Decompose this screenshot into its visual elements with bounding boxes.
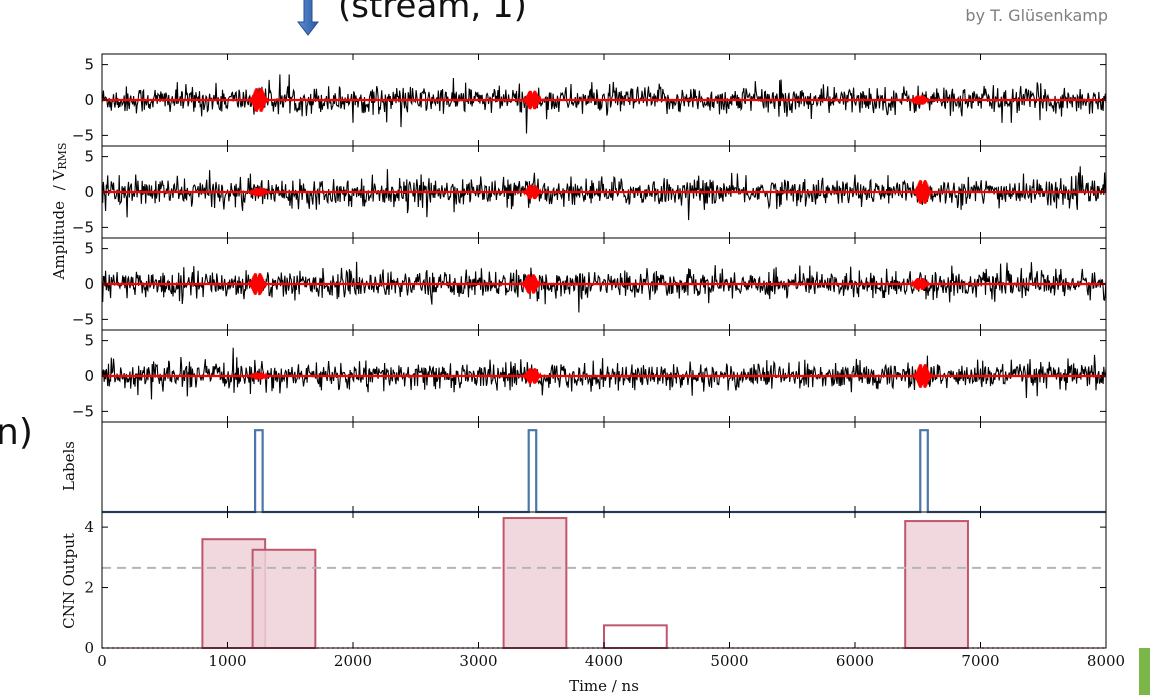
x-tick-label: 3000 (459, 652, 497, 670)
y-tick-label: 5 (84, 148, 94, 166)
x-tick-label: 4000 (585, 652, 623, 670)
down-arrow-icon (297, 0, 319, 36)
labels-panel (101, 421, 1107, 514)
y-tick-label: −5 (72, 310, 94, 328)
noise-trace (101, 347, 1107, 400)
y-tick-label: 5 (84, 56, 94, 74)
y-tick-label: 0 (84, 367, 94, 385)
x-tick-label: 0 (97, 652, 107, 670)
x-tick-label: 7000 (961, 652, 999, 670)
x-tick-label: 5000 (710, 652, 748, 670)
panel-frame (101, 421, 1107, 513)
y-tick-label: 4 (84, 518, 94, 536)
time-axis-label: Time / ns (569, 677, 639, 695)
x-tick-label: 1000 (208, 652, 246, 670)
cnn-box (502, 517, 568, 649)
amplitude-axis-label: Amplitude / VRMS (50, 143, 69, 281)
noise-trace (101, 261, 1107, 313)
noise-trace (101, 74, 1107, 134)
y-tick-label: −5 (72, 402, 94, 420)
y-tick-label: 2 (84, 579, 94, 597)
author-credit: by T. Glüsenkamp (965, 6, 1108, 25)
x-tick-label: 6000 (836, 652, 874, 670)
y-tick-label: −5 (72, 126, 94, 144)
y-tick-label: 5 (84, 240, 94, 258)
signal-trace (102, 180, 1106, 204)
y-tick-label: 0 (84, 275, 94, 293)
waveform-panel-2: 5 0 −5 (72, 145, 1107, 239)
signal-trace (102, 364, 1106, 388)
y-tick-label: 5 (84, 332, 94, 350)
x-tick-label: 8000 (1087, 652, 1125, 670)
y-tick-label: 0 (84, 639, 94, 657)
waveform-panel-1: 5 0 −5 (72, 53, 1107, 147)
accent-bar (1139, 648, 1150, 695)
left-fragment-text: n) (0, 412, 33, 453)
waveform-panel-4: 5 0 −5 (72, 329, 1107, 423)
cnn-box (603, 624, 668, 649)
signal-trace (102, 88, 1106, 112)
label-step-line (102, 429, 1106, 514)
x-tick-label: 2000 (334, 652, 372, 670)
waveform-panel-3: 5 0 −5 (72, 237, 1107, 331)
stream-label: (stream, 1) (338, 0, 527, 26)
cnn-box (251, 548, 317, 649)
cnn-output-panel: 0 2 4 0 1000 2000 3000 4000 5000 6000 7000 8000 (84, 511, 1125, 670)
cnn-axis-label: CNN Output (60, 533, 78, 629)
labels-axis-label: Labels (60, 441, 78, 491)
y-tick-label: −5 (72, 218, 94, 236)
y-tick-label: 0 (84, 91, 94, 109)
cnn-box (904, 520, 969, 649)
y-tick-label: 0 (84, 183, 94, 201)
signal-trace (102, 273, 1106, 295)
